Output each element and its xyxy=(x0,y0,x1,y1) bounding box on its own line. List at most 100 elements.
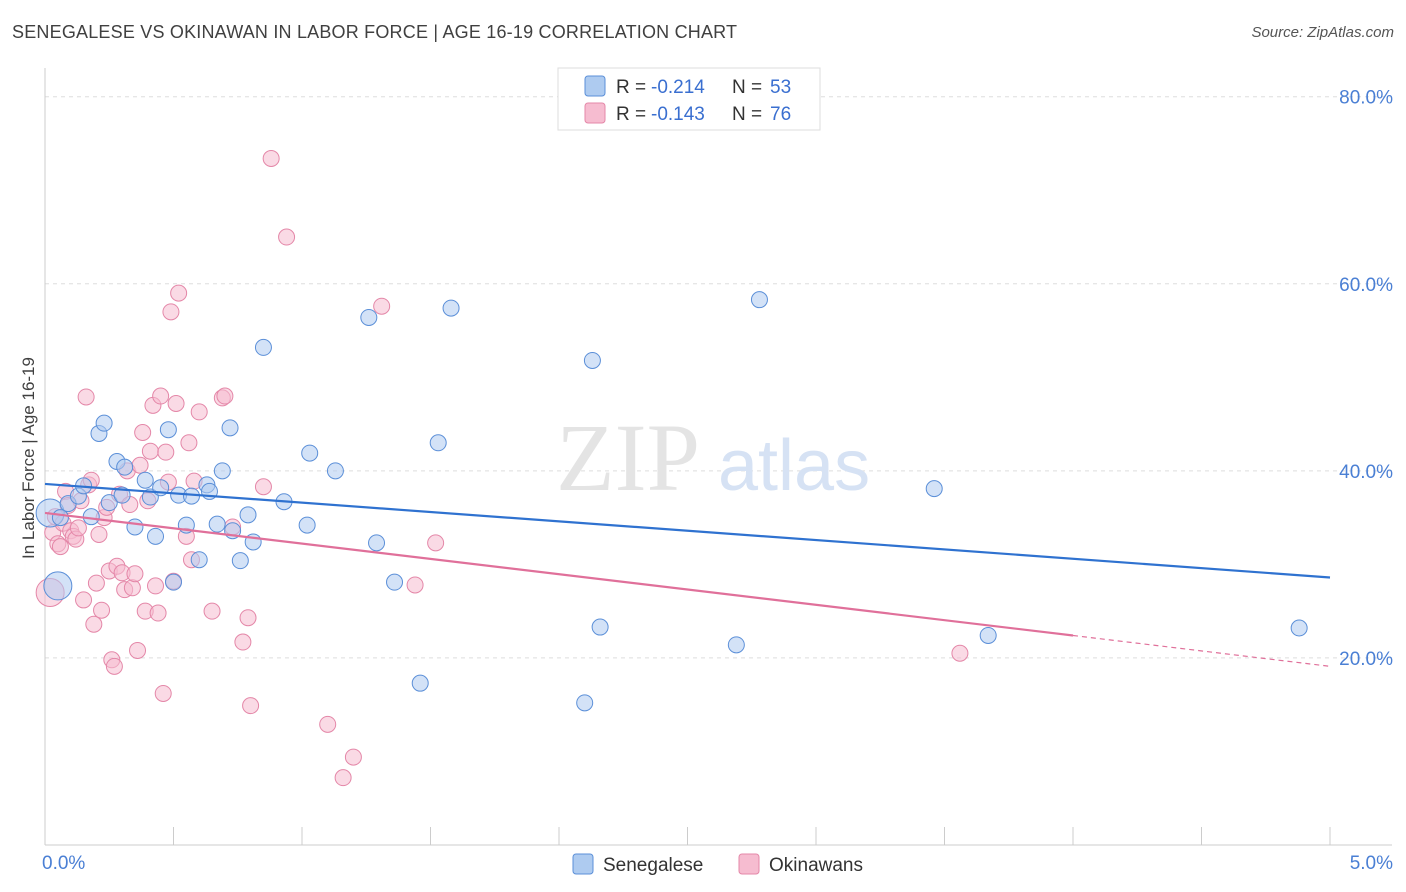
watermark-atlas: atlas xyxy=(718,426,870,506)
legend-swatch-okinawan xyxy=(584,102,606,124)
bottom-legend: Senegalese Okinawans xyxy=(572,853,863,876)
bottom-legend-swatch-senegalese xyxy=(572,853,594,875)
okinawan-point-68 xyxy=(344,748,362,766)
senegalese-point-28 xyxy=(221,419,239,437)
okinawan-point-67 xyxy=(334,769,352,787)
senegalese-point-50 xyxy=(979,626,997,644)
legend-n-label-senegalese: N = xyxy=(732,77,762,98)
senegalese-point-27 xyxy=(213,462,231,480)
okinawan-point-17 xyxy=(85,615,103,633)
okinawan-point-60 xyxy=(234,633,252,651)
okinawan-point-35 xyxy=(131,456,149,474)
okinawan-trend-line xyxy=(44,511,1074,637)
okinawan-point-41 xyxy=(147,577,165,595)
legend-n-okinawan: 76 xyxy=(770,104,791,125)
legend: R = -0.214 N = 53 R = -0.143 N = 76 xyxy=(557,67,821,131)
senegalese-point-8 xyxy=(95,414,113,432)
axes xyxy=(44,68,1392,846)
senegalese-point-11 xyxy=(113,486,131,504)
okinawan-point-49 xyxy=(167,395,185,413)
okinawan-point-19 xyxy=(90,525,108,543)
bottom-legend-senegalese: Senegalese xyxy=(603,855,703,876)
legend-n-senegalese: 53 xyxy=(770,77,791,98)
okinawan-trend-line-dashed xyxy=(1072,634,1331,667)
okinawan-point-18 xyxy=(87,574,105,592)
okinawan-point-4 xyxy=(51,538,69,556)
okinawan-point-63 xyxy=(254,478,272,496)
senegalese-trend-line xyxy=(44,482,1331,579)
legend-swatch-senegalese xyxy=(584,75,606,97)
okinawan-point-50 xyxy=(170,284,188,302)
bottom-legend-swatch-okinawan xyxy=(738,853,760,875)
okinawan-point-66 xyxy=(319,715,337,733)
okinawan-point-42 xyxy=(149,604,167,622)
senegalese-point-35 xyxy=(298,516,316,534)
legend-r-okinawan: -0.143 xyxy=(651,104,705,125)
senegalese-point-9 xyxy=(100,494,118,512)
okinawan-point-25 xyxy=(105,657,123,675)
senegalese-point-13 xyxy=(126,518,144,536)
okinawan-point-20 xyxy=(93,601,111,619)
okinawan-point-55 xyxy=(190,403,208,421)
okinawan-point-43 xyxy=(152,387,170,405)
watermark: ZIP atlas xyxy=(556,404,870,511)
okinawan-point-11 xyxy=(69,519,87,537)
senegalese-point-45 xyxy=(583,351,601,369)
senegalese-point-46 xyxy=(591,618,609,636)
senegalese-point-30 xyxy=(231,552,249,570)
y-tick-label-0: 20.0% xyxy=(1339,649,1393,670)
legend-r-senegalese: -0.214 xyxy=(651,77,705,98)
okinawan-point-14 xyxy=(77,388,95,406)
y-tick-label-3: 80.0% xyxy=(1339,88,1393,109)
senegalese-point-48 xyxy=(750,291,768,309)
trend-lines xyxy=(44,482,1331,667)
okinawan-point-47 xyxy=(162,303,180,321)
senegalese-point-44 xyxy=(576,694,594,712)
senegalese-point-49 xyxy=(925,480,943,498)
source-label: Source: ZipAtlas.com xyxy=(1251,24,1394,41)
senegalese-point-47 xyxy=(727,636,745,654)
y-tick-label-1: 40.0% xyxy=(1339,462,1393,483)
okinawan-point-52 xyxy=(180,434,198,452)
senegalese-point-12 xyxy=(116,458,134,476)
okinawan-point-62 xyxy=(242,697,260,715)
senegalese-point-38 xyxy=(360,308,378,326)
okinawan-point-44 xyxy=(154,684,172,702)
okinawan-point-69 xyxy=(373,297,391,315)
okinawan-point-58 xyxy=(216,387,234,405)
okinawan-point-72 xyxy=(951,644,969,662)
x-tick-label-0: 0.0% xyxy=(42,853,85,874)
okinawan-point-39 xyxy=(141,442,159,460)
senegalese-point-23 xyxy=(190,551,208,569)
senegalese-point-42 xyxy=(429,434,447,452)
senegalese-point-33 xyxy=(254,338,272,356)
senegalese-point-2 xyxy=(51,509,69,527)
watermark-zip: ZIP xyxy=(556,404,700,511)
okinawan-point-65 xyxy=(278,228,296,246)
okinawan-point-61 xyxy=(239,609,257,627)
okinawan-point-36 xyxy=(134,424,152,442)
x-tick-labels: 0.0% 5.0% xyxy=(42,853,1393,874)
senegalese-point-37 xyxy=(326,462,344,480)
bottom-legend-okinawan: Okinawans xyxy=(769,855,863,876)
senegalese-point-1 xyxy=(43,571,73,601)
y-axis-label: In Labor Force | Age 16-19 xyxy=(19,357,38,559)
y-tick-labels: 20.0% 40.0% 60.0% 80.0% xyxy=(1339,88,1393,670)
senegalese-point-39 xyxy=(368,534,386,552)
okinawan-point-56 xyxy=(203,602,221,620)
okinawan-point-70 xyxy=(406,576,424,594)
chart-title: SENEGALESE VS OKINAWAN IN LABOR FORCE | … xyxy=(12,22,738,42)
senegalese-point-40 xyxy=(386,573,404,591)
senegalese-point-36 xyxy=(301,444,319,462)
okinawan-point-71 xyxy=(427,534,445,552)
okinawan-point-32 xyxy=(123,579,141,597)
legend-r-label-okinawan: R = xyxy=(616,104,646,125)
legend-n-label-okinawan: N = xyxy=(732,104,762,125)
senegalese-point-41 xyxy=(411,674,429,692)
senegalese-point-51 xyxy=(1290,619,1308,637)
okinawan-point-13 xyxy=(75,591,93,609)
grid-lines xyxy=(45,96,1392,659)
y-tick-label-2: 60.0% xyxy=(1339,275,1393,296)
legend-r-label-senegalese: R = xyxy=(616,77,646,98)
